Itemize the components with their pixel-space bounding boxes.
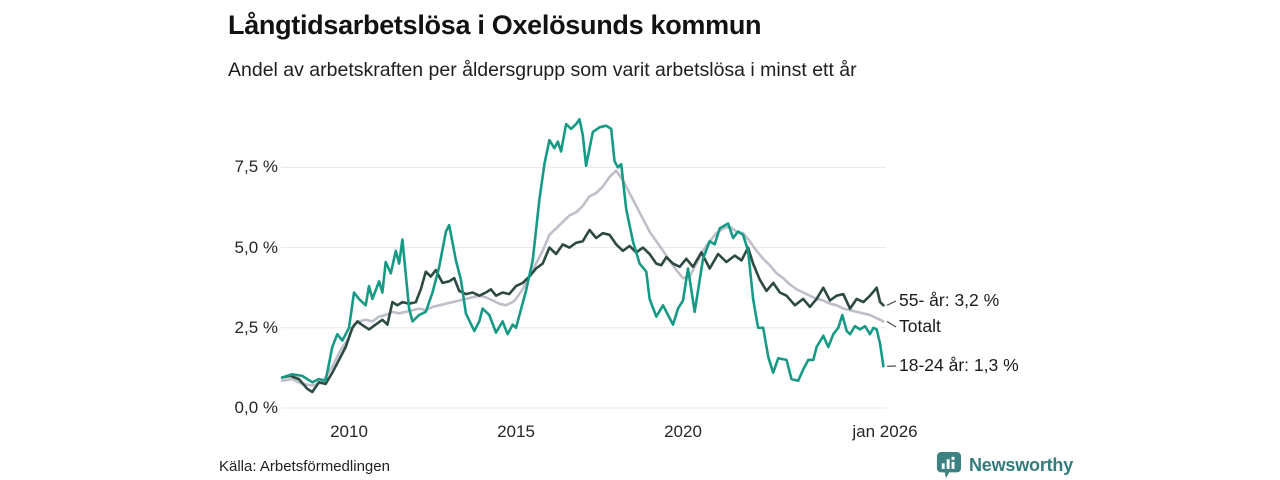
y-tick-label: 0,0 % [234, 398, 278, 417]
series-line-totalt [280, 169, 885, 387]
source-note: Källa: Arbetsförmedlingen [219, 458, 390, 475]
x-tick-label: jan 2026 [852, 422, 918, 441]
newsworthy-bubble-chart-icon [936, 452, 962, 479]
x-tick-label: 2020 [664, 422, 702, 441]
y-tick-label: 7,5 % [234, 157, 278, 177]
chart-subtitle: Andel av arbetskraften per åldersgrupp s… [228, 59, 857, 81]
series-end-label: 55- år: 3,2 % [899, 290, 1000, 310]
annotation-connector [886, 320, 897, 328]
newsworthy-logo: Newsworthy [936, 451, 1073, 479]
series-end-label: 18-24 år: 1,3 % [899, 355, 1019, 375]
series-end-label: Totalt [899, 316, 941, 336]
x-tick-label: 2015 [497, 422, 535, 441]
annotation-connector [886, 300, 897, 306]
newsworthy-wordmark: Newsworthy [969, 454, 1074, 475]
page-title: Långtidsarbetslösa i Oxelösunds kommun [228, 10, 762, 40]
series-line-55-r [280, 228, 885, 394]
series-line-18-24-r [280, 118, 885, 384]
y-tick-label: 2,5 % [234, 317, 278, 337]
y-tick-label: 5,0 % [234, 237, 278, 257]
x-tick-label: 2010 [330, 422, 368, 441]
